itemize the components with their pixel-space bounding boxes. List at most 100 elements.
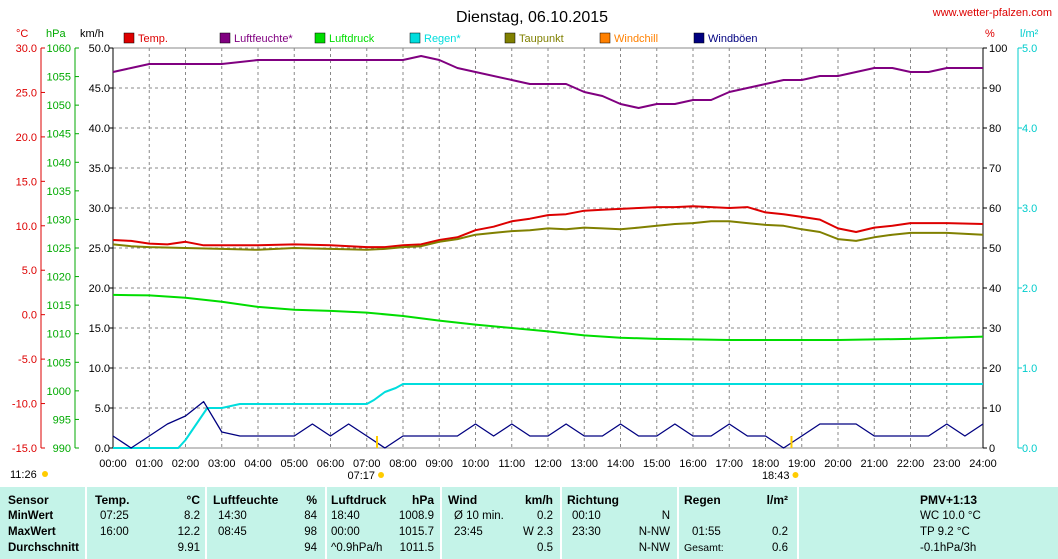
pressure-tick-label: 1025 bbox=[47, 243, 71, 255]
temp-tick-label: 25.0 bbox=[16, 87, 37, 99]
temp-tick-label: 10.0 bbox=[16, 221, 37, 233]
header-direction: Richtung bbox=[567, 493, 619, 507]
x-tick-label: 05:00 bbox=[280, 458, 308, 470]
direction-value: N bbox=[661, 510, 670, 522]
legend-label: Luftfeuchte* bbox=[234, 33, 293, 45]
rain-tick-label: 0.0 bbox=[1022, 443, 1037, 455]
x-tick-label: 20:00 bbox=[824, 458, 852, 470]
temp-tick-label: -15.0 bbox=[12, 443, 37, 455]
stats-panel: Sensor Temp. °C Luftfeuchte % Luftdruck … bbox=[0, 487, 1058, 559]
wind-tick-label: 5.0 bbox=[95, 403, 110, 415]
legend-label: Temp. bbox=[138, 33, 168, 45]
axes: 00:00 01:00 02:00 03:00 04:00 05:00 06:00 07:00… bbox=[12, 28, 1039, 470]
wind-tick-label: 15.0 bbox=[89, 323, 110, 335]
wind-tick-label: 0.0 bbox=[95, 443, 110, 455]
legend-swatch bbox=[504, 32, 516, 44]
humidity-tick-label: 80 bbox=[989, 123, 1001, 135]
temp-axis-label: °C bbox=[16, 28, 28, 40]
temp-time: 16:00 bbox=[100, 526, 129, 538]
temp-tick-label: -5.0 bbox=[18, 354, 37, 366]
wind-value: W 2.3 bbox=[522, 526, 553, 538]
wind-tick-label: 35.0 bbox=[89, 163, 110, 175]
humidity-tick-label: 20 bbox=[989, 363, 1001, 375]
humidity-tick-label: 90 bbox=[989, 83, 1001, 95]
humidity-time: 14:30 bbox=[218, 510, 247, 522]
markers: 07:17 18:43 11:26 bbox=[10, 436, 799, 482]
pressure-tick-label: 1050 bbox=[47, 100, 71, 112]
x-tick-label: 02:00 bbox=[172, 458, 200, 470]
humidity-tick-label: 60 bbox=[989, 203, 1001, 215]
legend: Temp. Luftfeuchte* Luftdruck Regen* Taupunkt… bbox=[123, 32, 758, 45]
series-line bbox=[113, 383, 983, 449]
x-tick-label: 24:00 bbox=[969, 458, 997, 470]
x-tick-label: 23:00 bbox=[933, 458, 961, 470]
x-tick-label: 06:00 bbox=[317, 458, 345, 470]
legend-label: Windchill bbox=[614, 33, 658, 45]
x-tick-label: 11:00 bbox=[498, 458, 525, 470]
series-line bbox=[112, 220, 984, 251]
left-time: 11:26 bbox=[10, 469, 37, 481]
x-tick-label: 22:00 bbox=[897, 458, 925, 470]
temp-tick-label: 30.0 bbox=[16, 43, 37, 55]
rain-tick-label: 2.0 bbox=[1022, 283, 1037, 295]
temp-tick-label: 20.0 bbox=[16, 132, 37, 144]
x-tick-label: 00:00 bbox=[99, 458, 127, 470]
row-label: MinWert bbox=[8, 510, 54, 522]
wind-time: Ø 10 min. bbox=[454, 510, 504, 522]
temp-tick-label: 5.0 bbox=[22, 265, 37, 277]
x-tick-label: 18:00 bbox=[752, 458, 780, 470]
wind-tick-label: 40.0 bbox=[89, 123, 110, 135]
pressure-time: 18:40 bbox=[331, 510, 360, 522]
direction-time: 23:30 bbox=[572, 526, 601, 538]
x-tick-label: 19:00 bbox=[788, 458, 816, 470]
temp-value: 12.2 bbox=[177, 526, 200, 538]
direction-value: N-NW bbox=[638, 542, 670, 554]
humidity-value: 98 bbox=[304, 526, 317, 538]
separator bbox=[325, 487, 327, 559]
pressure-value: 1015.7 bbox=[398, 526, 434, 538]
header-temp-unit: °C bbox=[186, 493, 200, 507]
pressure-tick-label: 1015 bbox=[47, 300, 71, 312]
rain-tick-label: 5.0 bbox=[1022, 43, 1037, 55]
pressure-axis-label: hPa bbox=[46, 28, 66, 40]
humidity-tick-label: 100 bbox=[989, 43, 1007, 55]
header-humidity: Luftfeuchte bbox=[213, 493, 279, 507]
row-label: MaxWert bbox=[8, 526, 56, 538]
header-temp: Temp. bbox=[95, 493, 130, 507]
legend-swatch bbox=[599, 32, 611, 44]
wind-time: 23:45 bbox=[454, 526, 483, 538]
pressure-tick-label: 1035 bbox=[47, 186, 71, 198]
separator bbox=[797, 487, 799, 559]
humidity-value: 94 bbox=[304, 542, 317, 554]
wind-tick-label: 10.0 bbox=[89, 363, 110, 375]
x-tick-label: 14:00 bbox=[607, 458, 635, 470]
header-pressure-unit: hPa bbox=[411, 493, 434, 507]
direction-time: 00:10 bbox=[572, 510, 601, 522]
x-tick-label: 09:00 bbox=[425, 458, 453, 470]
pressure-tick-label: 995 bbox=[53, 414, 71, 426]
header-humidity-unit: % bbox=[306, 493, 317, 507]
rain-tick-label: 1.0 bbox=[1022, 363, 1037, 375]
wind-tick-label: 50.0 bbox=[89, 43, 110, 55]
humidity-tick-label: 50 bbox=[989, 243, 1001, 255]
legend-swatch bbox=[219, 32, 231, 44]
series-line bbox=[112, 293, 984, 341]
header-pressure: Luftdruck bbox=[331, 493, 387, 507]
legend-label: Taupunkt bbox=[519, 33, 564, 45]
rain-axis-label: l/m² bbox=[1020, 28, 1039, 40]
header-wind: Wind bbox=[448, 493, 478, 507]
wind-tick-label: 25.0 bbox=[89, 243, 110, 255]
humidity-tick-label: 30 bbox=[989, 323, 1001, 335]
rain-tick-label: 3.0 bbox=[1022, 203, 1037, 215]
x-tick-label: 15:00 bbox=[643, 458, 671, 470]
separator bbox=[560, 487, 562, 559]
wind-value: 0.5 bbox=[537, 542, 553, 554]
x-tick-label: 16:00 bbox=[679, 458, 707, 470]
legend-label: Luftdruck bbox=[329, 33, 375, 45]
chart-title: Dienstag, 06.10.2015 bbox=[456, 9, 608, 26]
weather-chart: Dienstag, 06.10.2015 www.wetter-pfalzen.… bbox=[10, 7, 1052, 482]
sunrise-time: 07:17 bbox=[347, 470, 375, 482]
humidity-tick-label: 70 bbox=[989, 163, 1001, 175]
legend-swatch bbox=[409, 32, 421, 44]
rain-tick-label: 4.0 bbox=[1022, 123, 1037, 135]
